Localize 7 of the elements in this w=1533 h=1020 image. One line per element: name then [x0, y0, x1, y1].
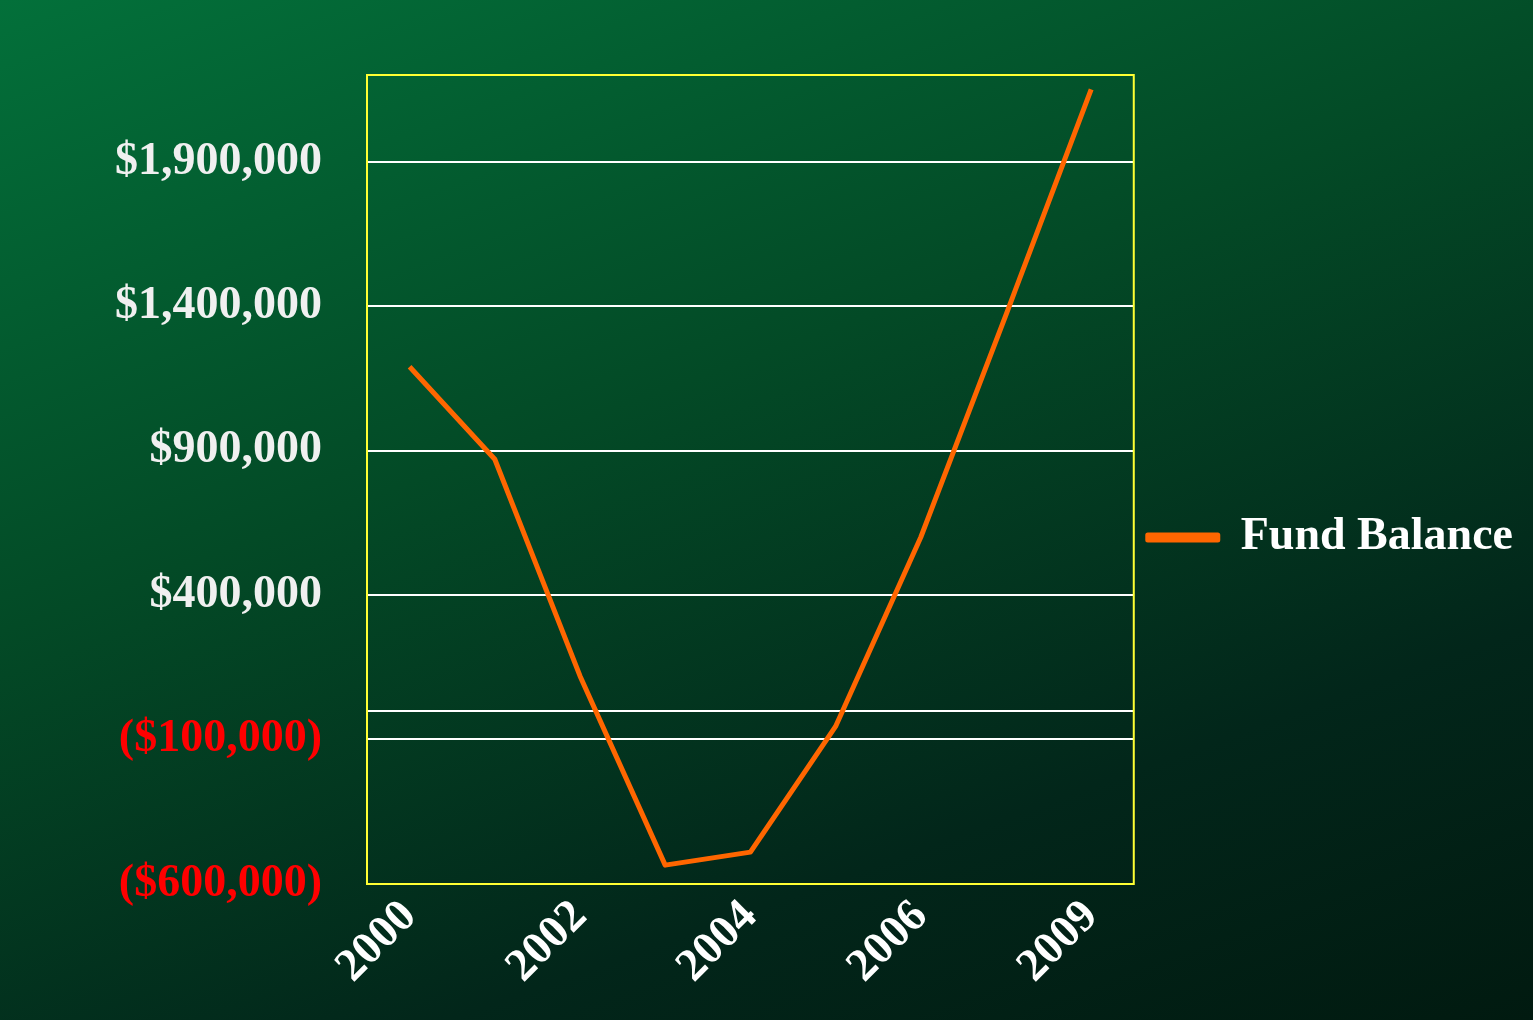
y-tick-label: $900,000	[149, 421, 322, 473]
legend-label: Fund Balance	[1240, 508, 1514, 560]
y-tick-label: $1,900,000	[115, 132, 322, 184]
y-tick-label: $400,000	[149, 565, 322, 617]
y-tick-label: ($100,000)	[118, 710, 322, 762]
y-tick-label: ($600,000)	[118, 854, 322, 906]
y-tick-label: $1,400,000	[115, 277, 322, 329]
